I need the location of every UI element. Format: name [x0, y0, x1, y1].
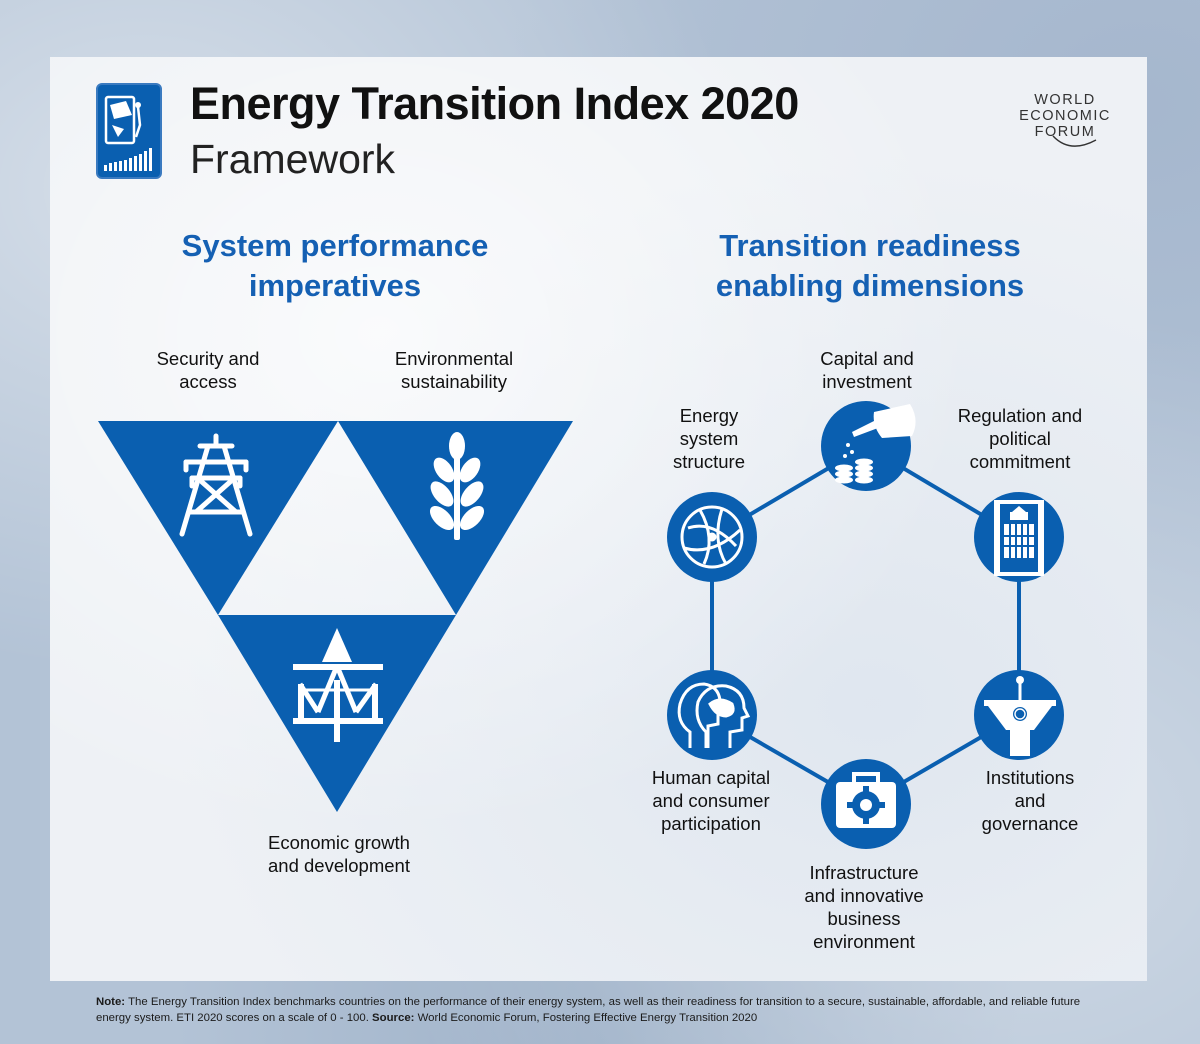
node-infrastructure-business	[821, 759, 911, 849]
label-line: governance	[981, 813, 1079, 834]
label-line: Economic growth	[268, 832, 410, 853]
label-human-capital: Human capital and consumer participation	[632, 766, 790, 835]
label-line: Infrastructure	[809, 862, 919, 883]
label-infrastructure-business: Infrastructure and innovative business e…	[786, 861, 942, 953]
content-panel	[50, 57, 1147, 981]
node-capital-investment	[821, 401, 916, 491]
source-text: World Economic Forum, Fostering Effectiv…	[414, 1011, 758, 1024]
triangle-security-access	[98, 421, 338, 615]
label-line: system	[679, 428, 739, 449]
node-institutions-governance	[974, 670, 1064, 760]
label-regulation-commitment: Regulation and political commitment	[940, 404, 1100, 473]
label-capital-investment: Capital and investment	[792, 347, 942, 393]
wef-logo-line2: ECONOMIC	[1019, 108, 1111, 124]
footer-note: Note: The Energy Transition Index benchm…	[96, 995, 1116, 1026]
node-human-capital	[667, 670, 757, 760]
electricity-pylon-icon	[179, 433, 253, 537]
label-environmental-sustainability: Environmental sustainability	[364, 347, 544, 393]
label-line: environment	[813, 931, 915, 952]
label-line: political	[989, 428, 1051, 449]
parliament-book-icon	[994, 500, 1044, 576]
note-text: The Energy Transition Index benchmarks c…	[96, 996, 1081, 1024]
page-title: Energy Transition Index 2020	[190, 78, 799, 129]
podium-icon	[984, 676, 1056, 756]
source-label: Source:	[372, 1011, 415, 1024]
eti-logo-icon	[96, 83, 162, 179]
label-line: Environmental	[394, 348, 514, 369]
hexagon-connections	[710, 444, 1021, 806]
left-section-title: System performance imperatives	[150, 226, 520, 306]
left-section-title-line1: System performance	[181, 228, 489, 263]
label-economic-growth: Economic growth and development	[244, 831, 434, 877]
page-subtitle: Framework	[190, 136, 396, 182]
right-section-title-line2: enabling dimensions	[715, 268, 1025, 303]
wef-logo-line1: WORLD	[1034, 92, 1096, 108]
leaf-icon	[429, 432, 485, 540]
node-regulation-commitment	[974, 492, 1064, 582]
label-line: Regulation and	[957, 405, 1083, 426]
node-energy-system-structure	[667, 492, 757, 582]
label-line: investment	[822, 371, 912, 392]
label-line: commitment	[969, 451, 1071, 472]
label-line: participation	[661, 813, 761, 834]
wef-logo-line3: FORUM	[1034, 124, 1096, 140]
label-line: and	[1014, 790, 1046, 811]
label-line: structure	[673, 451, 745, 472]
label-line: access	[179, 371, 237, 392]
watering-can-coins-icon	[835, 404, 916, 484]
label-line: Human capital	[651, 767, 771, 788]
label-line: Security and	[156, 348, 260, 369]
label-line: business	[827, 908, 901, 929]
label-line: and innovative	[804, 885, 924, 906]
label-line: Capital and	[820, 348, 914, 369]
economic-growth-icon	[293, 628, 383, 742]
note-label: Note:	[96, 996, 126, 1008]
left-section-title-line2: imperatives	[248, 268, 422, 303]
globe-network-icon	[680, 505, 744, 569]
human-heads-icon	[677, 682, 751, 748]
wef-logo: WORLD ECONOMIC FORUM	[1010, 92, 1120, 154]
label-line: sustainability	[401, 371, 507, 392]
label-line: and consumer	[652, 790, 770, 811]
right-section-title: Transition readiness enabling dimensions	[680, 226, 1060, 306]
label-line: Institutions	[985, 767, 1075, 788]
right-section-title-line1: Transition readiness	[719, 228, 1021, 263]
label-line: and development	[268, 855, 410, 876]
wef-swoosh-icon	[1052, 135, 1097, 147]
briefcase-gear-icon	[836, 772, 896, 828]
label-institutions-governance: Institutions and governance	[960, 766, 1100, 835]
label-line: Energy	[679, 405, 739, 426]
label-energy-system-structure: Energy system structure	[650, 404, 768, 473]
label-security-access: Security and access	[128, 347, 288, 393]
